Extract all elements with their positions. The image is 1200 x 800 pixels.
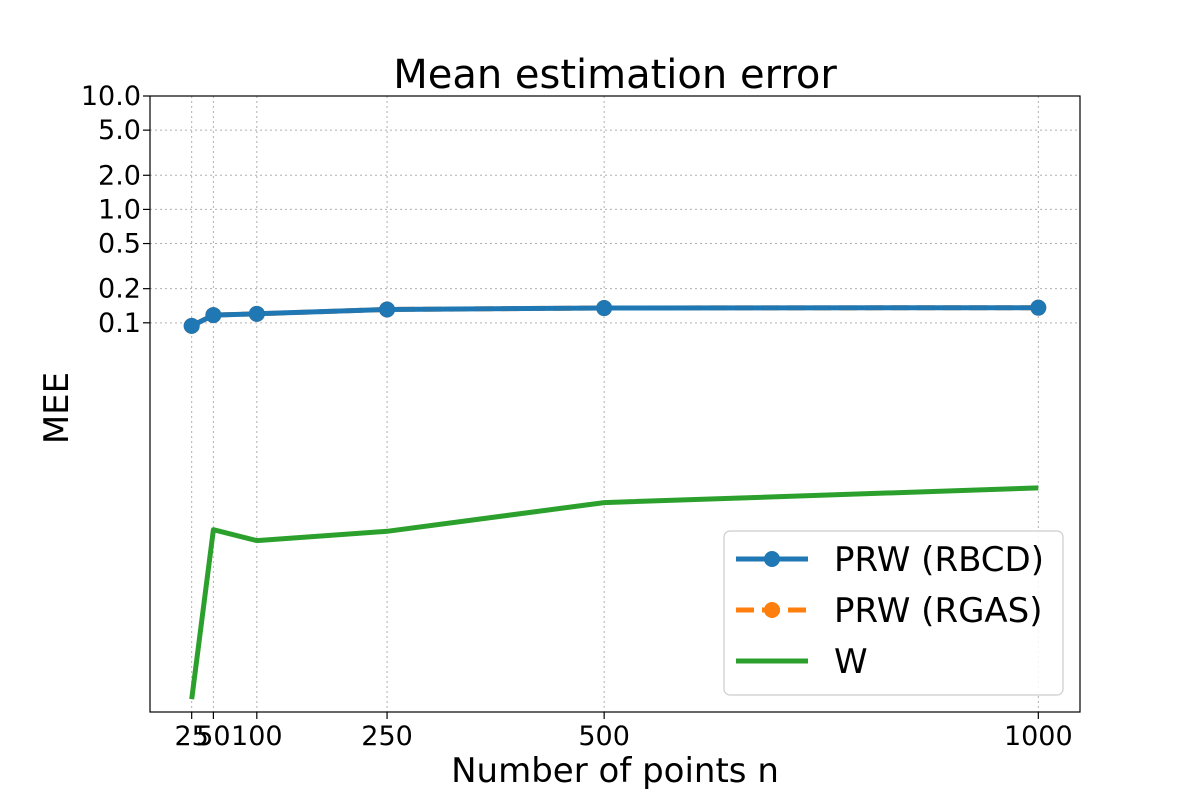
chart-title: Mean estimation error bbox=[393, 52, 837, 98]
series-layer bbox=[183, 299, 1047, 700]
y-tick-label: 10.0 bbox=[81, 81, 141, 112]
x-tick-label: 100 bbox=[231, 721, 283, 752]
plot-frame bbox=[149, 95, 1081, 713]
x-tick-label: 25 bbox=[175, 721, 209, 752]
legend-label-prw-rbcd: PRW (RBCD) bbox=[834, 540, 1044, 580]
legend-label-w: W bbox=[834, 642, 868, 682]
data-point-prw-rbcd bbox=[379, 301, 396, 318]
legend-marker-prw-rgas bbox=[764, 602, 780, 618]
data-point-prw-rbcd bbox=[205, 307, 222, 324]
y-tick-label: 0.2 bbox=[98, 274, 141, 305]
x-tick-label: 50 bbox=[196, 721, 230, 752]
series-line-w bbox=[189, 485, 1039, 700]
y-tick-label: 0.1 bbox=[98, 308, 141, 339]
y-tick-label: 1.0 bbox=[98, 194, 141, 225]
legend-label-prw-rgas: PRW (RGAS) bbox=[834, 591, 1043, 631]
data-point-prw-rbcd bbox=[248, 305, 265, 322]
x-tick-label: 250 bbox=[361, 721, 413, 752]
x-axis-label: Number of points n bbox=[451, 751, 779, 791]
legend-box bbox=[723, 530, 1064, 696]
y-tick-label: 0.5 bbox=[98, 229, 141, 260]
x-tick-label: 1000 bbox=[1004, 721, 1073, 752]
data-point-prw-rbcd bbox=[1030, 299, 1047, 316]
x-tick-label: 500 bbox=[578, 721, 630, 752]
data-point-prw-rbcd bbox=[183, 317, 200, 334]
legend: PRW (RBCD) PRW (RGAS) W bbox=[723, 530, 1064, 696]
y-tick-label: 5.0 bbox=[98, 115, 141, 146]
y-axis-label: MEE bbox=[37, 372, 77, 444]
legend-items: PRW (RBCD) PRW (RGAS) W bbox=[736, 540, 1044, 682]
data-point-prw-rbcd bbox=[596, 300, 613, 317]
legend-marker-prw-rbcd bbox=[764, 551, 780, 567]
y-tick-label: 2.0 bbox=[98, 160, 141, 191]
